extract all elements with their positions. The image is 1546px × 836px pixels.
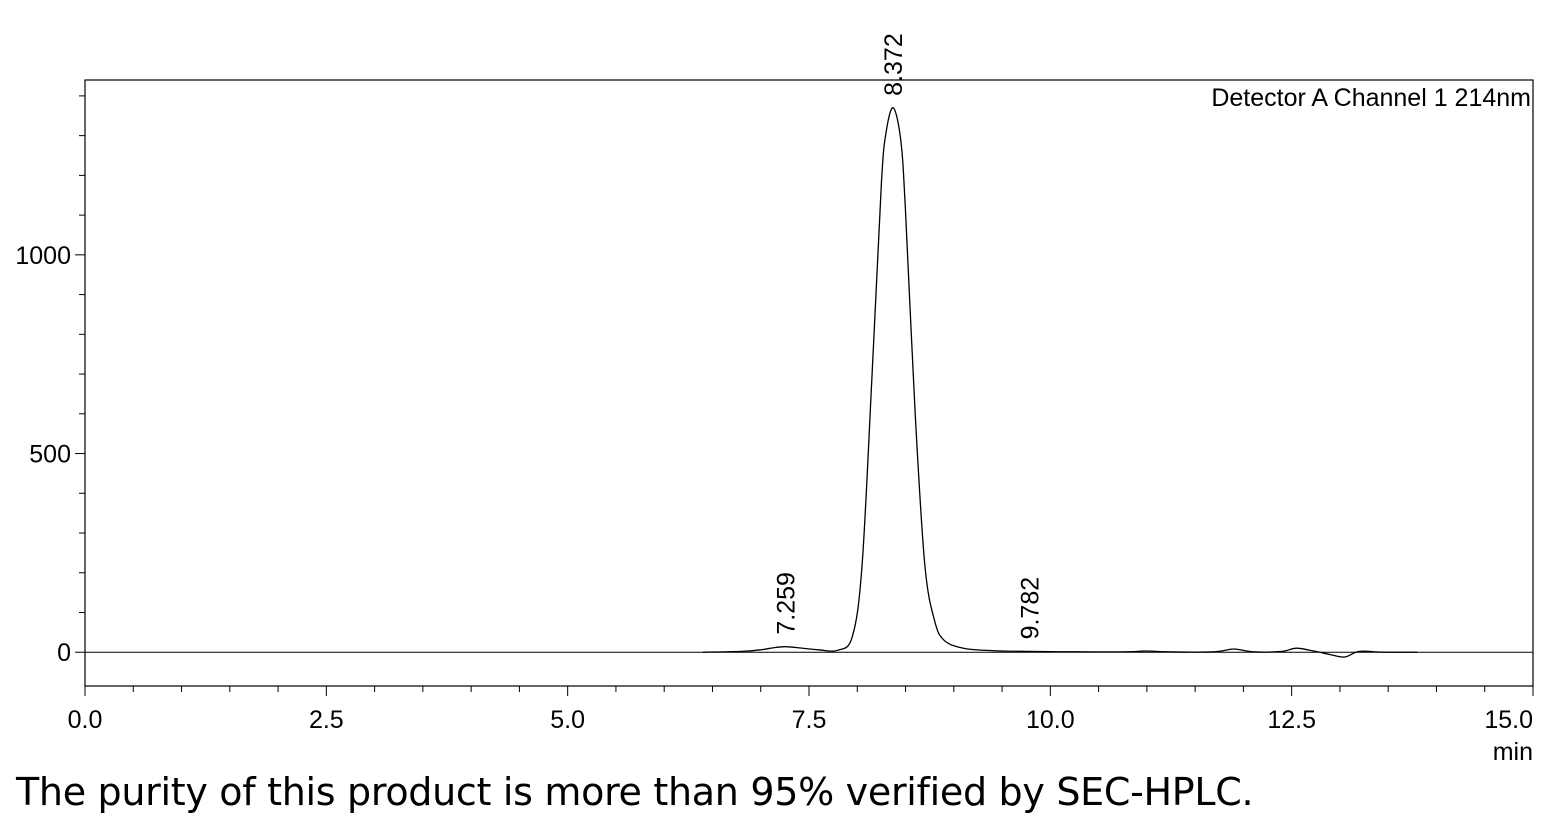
x-tick-label: 15.0 xyxy=(1484,706,1533,734)
y-tick-label: 500 xyxy=(29,441,71,469)
y-tick-label: 0 xyxy=(57,639,71,667)
peak-label: 8.372 xyxy=(880,33,908,96)
x-tick-label: 2.5 xyxy=(309,706,344,734)
x-tick-label: 5.0 xyxy=(550,706,585,734)
series-line xyxy=(702,107,1418,658)
plot-frame xyxy=(84,79,1534,687)
caption-text: The purity of this product is more than … xyxy=(16,770,1254,814)
x-tick-label: 0.0 xyxy=(68,706,103,734)
peak-label: 9.782 xyxy=(1016,577,1044,640)
y-tick-label: 1000 xyxy=(15,242,71,270)
x-tick-label: 12.5 xyxy=(1267,706,1316,734)
legend-label: Detector A Channel 1 214nm xyxy=(1211,84,1531,112)
x-axis-label: min xyxy=(1493,738,1533,760)
x-tick-label: 7.5 xyxy=(792,706,827,734)
chart-svg: 0 500 1000 0.0 2.5 5.0 7.5 10.0 12.5 15.0 min Detec… xyxy=(15,33,1534,766)
peak-label: 7.259 xyxy=(773,572,801,635)
chromatogram-chart: 0 500 1000 0.0 2.5 5.0 7.5 10.0 12.5 15.0 min Detec… xyxy=(15,33,1534,766)
x-tick-label: 10.0 xyxy=(1026,706,1075,734)
